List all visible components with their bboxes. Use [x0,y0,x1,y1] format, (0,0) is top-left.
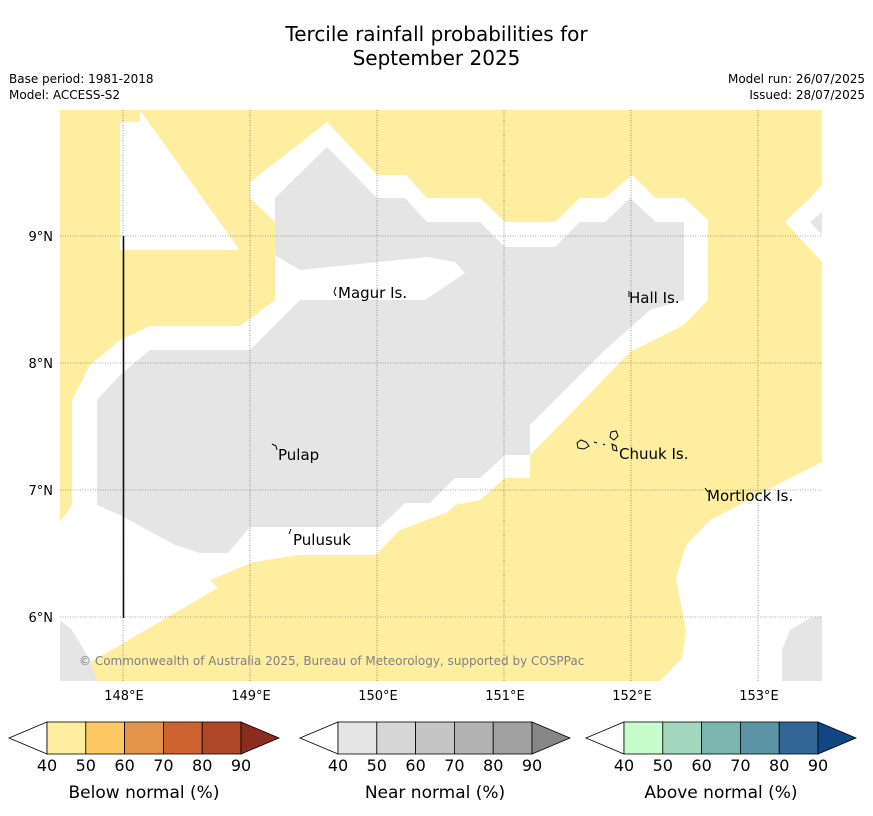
place-label-magur: Magur Is. [338,284,407,302]
lon-tick-labels: 148°E 149°E 150°E 151°E 152°E 153°E [104,689,779,704]
lon-tick-label: 148°E [104,689,144,704]
colorbar-segment [740,721,780,755]
colorbar-tick-label: 50 [367,756,387,775]
colorbar-tick-label: 80 [483,756,503,775]
colorbar-tick-label: 70 [730,756,750,775]
lat-tick-label: 9°N [29,230,54,245]
title-line-2: September 2025 [352,46,521,70]
island-pulap [271,443,278,451]
map-area [60,110,822,681]
lon-tick-label: 153°E [739,689,779,704]
near-normal-colorbar: 40 50 60 70 80 90 Near normal (%) [298,721,572,803]
colorbar-segment [662,721,702,755]
below-normal-region-south [210,300,822,681]
colorbar-legends: 40 50 60 70 80 90 Below normal (%) 40 50 60 70 80 90… [7,721,858,803]
colorbar-tick-label: 40 [614,756,634,775]
map-title: Tercile rainfall probabilities for Septe… [0,22,873,70]
model-run: Model run: 26/07/2025 [727,72,865,86]
model-name: Model: ACCESS-S2 [9,88,121,102]
near-normal-region-corner-east [810,212,822,235]
colorbar-segment [162,721,203,755]
colorbar-segment [337,721,378,755]
colorbar-segment [623,721,664,755]
colorbar-extend-low [584,721,625,755]
colorbar-tick-label: 90 [808,756,828,775]
island-mortlock [704,487,709,493]
title-line-1: Tercile rainfall probabilities for [285,22,588,46]
colorbar-tick-label: 90 [522,756,542,775]
colorbar-segment [85,721,126,755]
near-normal-region-corner-southeast [782,616,822,681]
island-pulusuk [288,528,292,535]
island-magur [333,286,337,297]
colorbar-extend-high [240,721,281,755]
colorbar-segment [492,721,533,755]
colorbar-tick-label: 60 [405,756,425,775]
lon-tick-label: 152°E [612,689,652,704]
colorbar-tick-label: 60 [691,756,711,775]
place-labels: Magur Is. Hall Is. Pulap Chuuk Is. Mortl… [278,284,793,549]
near-normal-region-corner-southwest [60,620,97,681]
colorbar-tick-label: 40 [37,756,57,775]
lon-tick-label: 149°E [231,689,271,704]
colorbar-tick-label: 40 [328,756,348,775]
place-label-hall: Hall Is. [629,289,680,307]
colorbar-segment [46,721,87,755]
meta-left: Base period: 1981-2018 Model: ACCESS-S2 [9,71,154,103]
colorbar-extend-high [531,721,572,755]
colorbar-segment [778,721,819,755]
colorbar-segment [415,721,455,755]
place-label-pulusuk: Pulusuk [293,531,351,549]
issued-date: Issued: 28/07/2025 [749,88,865,102]
lat-tick-labels: 9°N 8°N 7°N 6°N [29,230,54,626]
colorbar-tick-label: 80 [192,756,212,775]
lat-tick-label: 7°N [29,484,54,499]
colorbar-tick-label: 60 [114,756,134,775]
colorbar-extend-low [7,721,48,755]
colorbar-tick-label: 90 [231,756,251,775]
island-chuuk [576,430,619,452]
colorbar-tick-label: 50 [76,756,96,775]
place-label-pulap: Pulap [278,446,319,464]
base-period: Base period: 1981-2018 [9,72,154,86]
lon-tick-label: 151°E [485,689,525,704]
colorbar-segment [124,721,164,755]
colorbar-label: Above normal (%) [644,783,797,803]
colorbar-extend-high [817,721,858,755]
below-normal-colorbar: 40 50 60 70 80 90 Below normal (%) [7,721,281,803]
below-normal-region-west [60,110,275,522]
colorbar-tick-label: 50 [653,756,673,775]
island-outlines [271,286,709,535]
lat-tick-label: 8°N [29,357,54,372]
lon-tick-label: 150°E [358,689,398,704]
near-normal-region [97,147,684,553]
meta-right: Model run: 26/07/2025 Issued: 28/07/2025 [728,71,865,103]
place-label-chuuk: Chuuk Is. [619,445,688,463]
lat-tick-label: 6°N [29,611,54,626]
colorbar-extend-low [298,721,339,755]
copyright-text: © Commonwealth of Australia 2025, Bureau… [79,654,584,668]
colorbar-tick-label: 70 [444,756,464,775]
colorbar-segment [453,721,494,755]
above-normal-colorbar: 40 50 60 70 80 90 Above normal (%) [584,721,858,803]
colorbar-segment [376,721,416,755]
colorbar-segment [201,721,242,755]
colorbar-tick-label: 70 [153,756,173,775]
colorbar-segment [701,721,741,755]
colorbar-label: Near normal (%) [365,783,505,803]
place-label-mortlock: Mortlock Is. [707,487,793,505]
colorbar-label: Below normal (%) [69,783,220,803]
colorbar-tick-label: 80 [769,756,789,775]
